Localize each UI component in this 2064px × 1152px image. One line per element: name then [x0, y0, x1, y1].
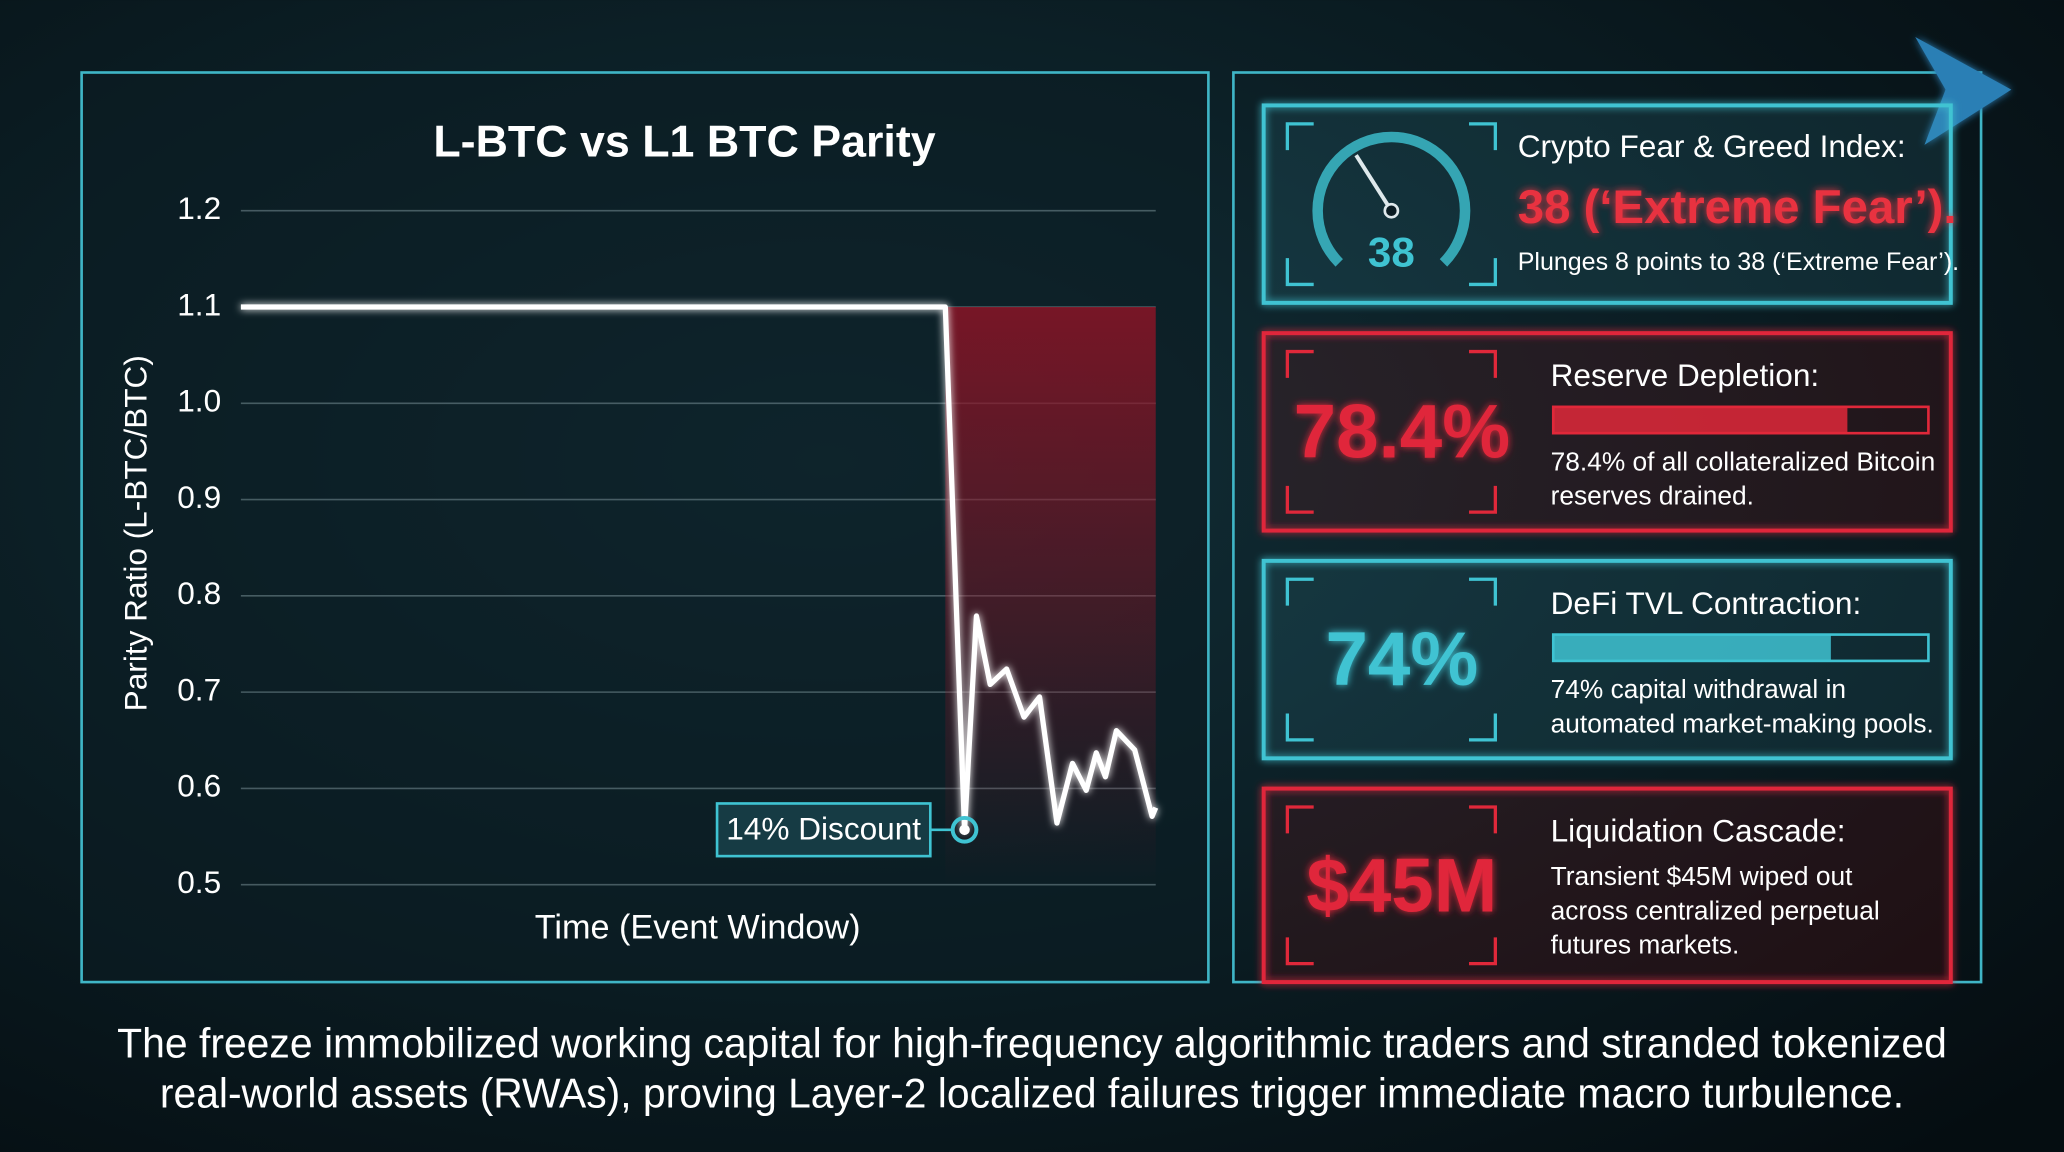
card-description: across centralized perpetual [1551, 895, 1880, 925]
card-description: 74% capital withdrawal in [1551, 674, 1846, 704]
card-description: 78.4% of all collateralized Bitcoin [1551, 446, 1936, 476]
bracket [1469, 713, 1497, 742]
bracket [1285, 349, 1314, 378]
gauge-arc [1312, 131, 1471, 267]
card-title: Liquidation Cascade: [1551, 813, 1846, 849]
headline: $45M [1306, 843, 1497, 928]
card-title: DeFi TVL Contraction: [1551, 585, 1862, 621]
bracket [1469, 122, 1497, 151]
bracket [1285, 713, 1314, 742]
y-tick-label: 0.8 [177, 575, 221, 611]
bracket [1285, 258, 1314, 287]
y-tick-label: 0.5 [177, 864, 221, 900]
bracket [1285, 485, 1314, 514]
gauge-hub [1383, 202, 1400, 219]
bracket [1285, 937, 1314, 966]
shaded-zone [945, 306, 1156, 885]
headline: 78.4% [1294, 389, 1510, 474]
bar-fill [1553, 406, 1848, 434]
y-tick-label: 0.6 [177, 768, 221, 804]
footer-text: The freeze immobilized working capital f… [117, 1020, 1947, 1067]
y-tick-label: 1.0 [177, 383, 221, 419]
gauge-needle [1354, 154, 1394, 212]
bracket [1469, 258, 1497, 287]
gauge-value: 38 [1368, 229, 1415, 276]
chart-title: L-BTC vs L1 BTC Parity [433, 117, 935, 167]
headline: 74% [1325, 617, 1478, 702]
bracket [1285, 122, 1314, 151]
y-tick-label: 0.9 [177, 479, 221, 515]
y-tick-label: 1.2 [177, 190, 221, 226]
card-title: Reserve Depletion: [1551, 357, 1820, 393]
y-tick-label: 1.1 [177, 286, 221, 322]
bracket [1469, 937, 1497, 966]
bracket [1469, 577, 1497, 606]
bracket [1285, 805, 1314, 834]
bracket [1469, 349, 1497, 378]
annotation-dot [959, 824, 970, 836]
card-title: Crypto Fear & Greed Index: [1518, 128, 1906, 164]
footer-text: real-world assets (RWAs), proving Layer-… [160, 1070, 1904, 1117]
bracket [1469, 485, 1497, 514]
card-description: Transient $45M wiped out [1551, 861, 1853, 891]
annotation-label: 14% Discount [726, 810, 921, 846]
line-series [240, 304, 1159, 833]
card-description: futures markets. [1551, 929, 1740, 959]
bracket [1469, 805, 1497, 834]
card-description: Plunges 8 points to 38 (‘Extreme Fear’). [1518, 248, 1959, 276]
card-description: reserves drained. [1551, 481, 1754, 511]
bar-fill [1553, 634, 1831, 661]
headline: 38 (‘Extreme Fear’). [1518, 181, 1957, 234]
bracket [1285, 577, 1314, 606]
x-axis-label: Time (Event Window) [535, 908, 861, 946]
y-axis-label: Parity Ratio (L-BTC/BTC) [118, 355, 154, 711]
y-tick-label: 0.7 [177, 671, 221, 707]
annotation-box [715, 802, 932, 858]
card-description: automated market-making pools. [1551, 708, 1934, 738]
card [1261, 786, 1953, 985]
